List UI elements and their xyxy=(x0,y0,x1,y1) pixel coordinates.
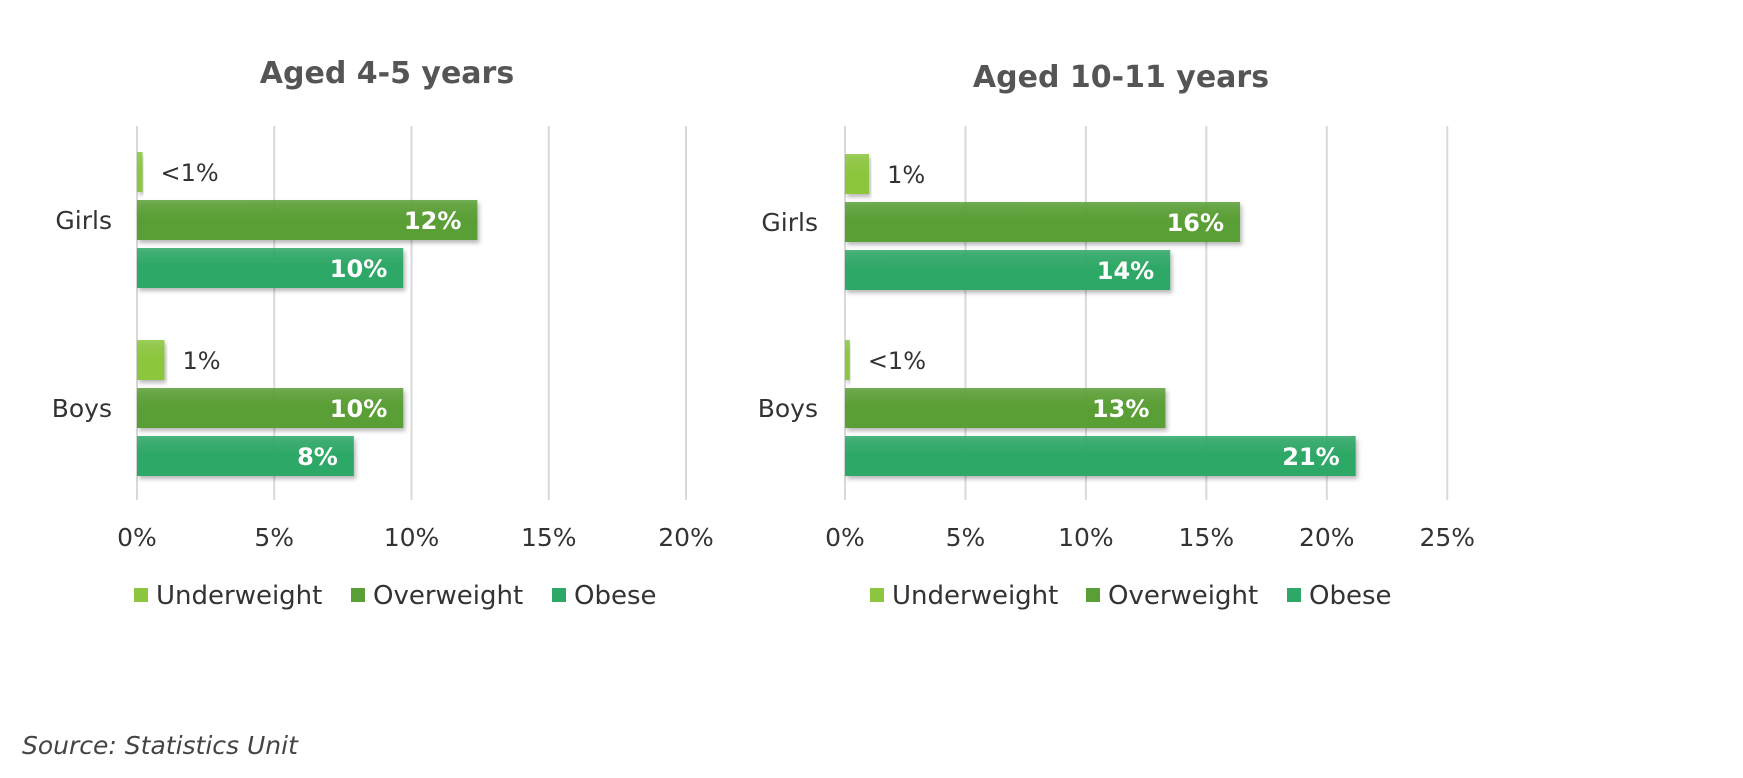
bar-obese xyxy=(137,248,404,288)
legend-swatch xyxy=(1086,588,1100,602)
legend-label: Overweight xyxy=(1108,581,1258,611)
bar-overweight xyxy=(137,388,404,428)
bar-underweight xyxy=(845,154,870,194)
data-label: 13% xyxy=(1092,395,1149,423)
bar-obese xyxy=(845,436,1356,476)
category-label: Boys xyxy=(52,394,112,423)
data-label: 1% xyxy=(887,161,925,189)
bar-underweight xyxy=(137,152,143,192)
chart-1: Aged 4-5 years 0% 5% 10% 15% 20% Girls Boys <1% 1… xyxy=(52,56,714,611)
category-label: Boys xyxy=(758,394,818,423)
x-tick-label: 15% xyxy=(521,523,577,552)
x-tick-label: 5% xyxy=(946,523,986,552)
data-label: 12% xyxy=(404,207,461,235)
data-label: 14% xyxy=(1097,257,1154,285)
x-tick-label: 0% xyxy=(117,523,157,552)
x-tick-label: 20% xyxy=(658,523,714,552)
bar-underweight xyxy=(845,340,850,380)
x-tick-label: 15% xyxy=(1179,523,1235,552)
data-label: <1% xyxy=(868,347,926,375)
legend-swatch xyxy=(1287,588,1301,602)
data-label: 8% xyxy=(297,443,338,471)
data-label: 10% xyxy=(330,255,387,283)
bar-obese xyxy=(137,436,354,476)
legend-swatch xyxy=(870,588,884,602)
bar-overweight xyxy=(137,200,478,240)
legend-swatch xyxy=(351,588,365,602)
x-tick-label: 10% xyxy=(384,523,440,552)
legend-label: Overweight xyxy=(373,581,523,611)
bar-obese xyxy=(845,250,1171,290)
category-label: Girls xyxy=(761,208,818,237)
chart-title: Aged 10-11 years xyxy=(973,60,1269,95)
legend-swatch xyxy=(134,588,148,602)
legend-label: Obese xyxy=(1309,581,1392,611)
x-tick-label: 25% xyxy=(1419,523,1475,552)
x-tick-label: 0% xyxy=(825,523,865,552)
legend-swatch xyxy=(552,588,566,602)
x-tick-label: 20% xyxy=(1299,523,1355,552)
bar-overweight xyxy=(845,202,1241,242)
legend-label: Underweight xyxy=(156,581,322,611)
legend-label: Underweight xyxy=(892,581,1058,611)
x-tick-label: 10% xyxy=(1058,523,1114,552)
x-tick-label: 5% xyxy=(254,523,294,552)
data-label: 10% xyxy=(330,395,387,423)
data-label: 16% xyxy=(1167,209,1224,237)
data-label: 21% xyxy=(1282,443,1339,471)
category-label: Girls xyxy=(55,206,112,235)
data-label: <1% xyxy=(160,159,218,187)
chart-title: Aged 4-5 years xyxy=(260,56,514,91)
bar-overweight xyxy=(845,388,1166,428)
source-note: Source: Statistics Unit xyxy=(22,731,298,760)
data-label: 1% xyxy=(182,347,220,375)
bar-underweight xyxy=(137,340,165,380)
legend-label: Obese xyxy=(574,581,657,611)
chart-2: Aged 10-11 years 0% 5% 10% 15% 20% 25% Girls Boy… xyxy=(758,60,1475,611)
